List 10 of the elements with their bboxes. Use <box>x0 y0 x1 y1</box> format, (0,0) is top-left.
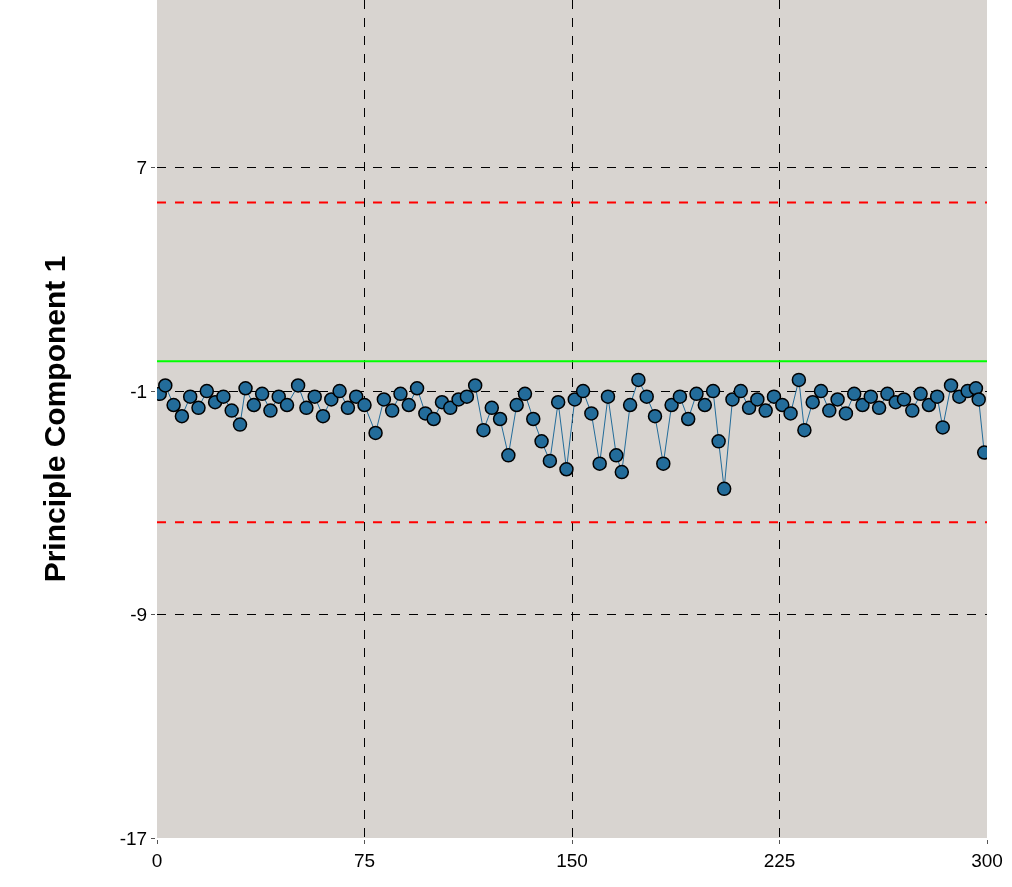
y-tick-label: -1 <box>130 380 148 402</box>
x-tick-label: 150 <box>556 849 588 871</box>
x-tick-label: 75 <box>353 849 376 871</box>
x-tick-label: 300 <box>971 849 1003 871</box>
y-tick-label: -9 <box>130 604 148 626</box>
y-tick-label: -17 <box>119 827 148 849</box>
x-tick-label: 225 <box>763 849 796 871</box>
y-axis-title: Principle Component 1 <box>38 255 72 583</box>
x-tick-label: 0 <box>151 849 163 871</box>
y-tick-label: 7 <box>136 157 148 179</box>
